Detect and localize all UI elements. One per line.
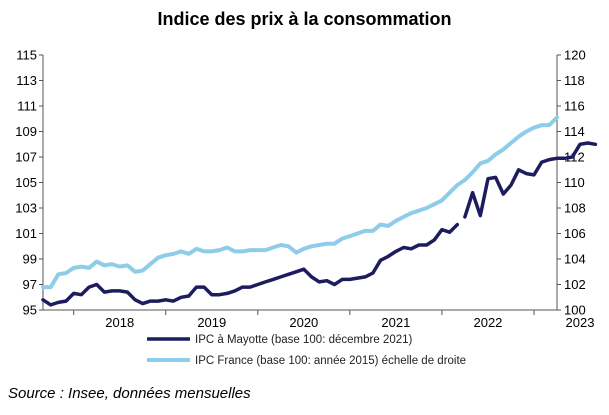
x-tick-label: 2020 (289, 315, 318, 330)
left-tick-label: 101 (15, 226, 37, 241)
chart-series-lines (41, 115, 598, 307)
left-tick-label: 107 (15, 150, 37, 165)
right-tick-label: 108 (564, 201, 586, 216)
chart-title: Indice des prix à la consommation (157, 9, 452, 29)
legend-label: IPC France (base 100: année 2015) échell… (195, 355, 466, 367)
right-tick-label: 104 (564, 252, 586, 267)
right-tick-label: 100 (564, 303, 586, 318)
left-tick-label: 115 (16, 48, 37, 63)
source-note: Source : Insee, données mensuelles (8, 385, 251, 402)
series-line-ipc-france (41, 115, 559, 290)
left-axis-ticks: 95 97 99 101 103 105 107 109 111 113 115 (15, 48, 43, 318)
left-tick-label: 111 (17, 99, 37, 114)
left-tick-label: 95 (23, 303, 37, 318)
series-line-ipc-mayotte (41, 222, 460, 307)
x-tick-label: 2023 (566, 315, 595, 330)
right-tick-label: 120 (564, 48, 586, 63)
left-tick-label: 97 (23, 277, 37, 292)
right-tick-label: 112 (564, 150, 585, 165)
x-tick-label: 2019 (197, 315, 226, 330)
right-tick-label: 110 (564, 175, 585, 190)
chart-legend: IPC à Mayotte (base 100: décembre 2021) I… (147, 334, 466, 367)
left-tick-label: 99 (23, 252, 37, 267)
x-tick-label: 2022 (473, 315, 502, 330)
left-tick-label: 109 (15, 124, 37, 139)
x-axis-labels: 2018 2019 2020 2021 2022 2023 (73, 310, 595, 330)
legend-label: IPC à Mayotte (base 100: décembre 2021) (195, 334, 413, 346)
x-tick-label: 2021 (381, 315, 410, 330)
series-line-ipc-mayotte-part2 (463, 141, 598, 219)
right-tick-label: 106 (564, 226, 586, 241)
left-tick-label: 113 (16, 73, 37, 88)
right-axis-ticks: 100 102 104 106 108 110 112 114 116 118 120 (557, 48, 586, 318)
x-tick-label: 2018 (105, 315, 134, 330)
right-tick-label: 118 (564, 73, 585, 88)
right-tick-label: 114 (564, 124, 585, 139)
left-tick-label: 105 (15, 175, 37, 190)
left-tick-label: 103 (15, 201, 37, 216)
right-tick-label: 116 (564, 99, 585, 114)
right-tick-label: 102 (564, 277, 586, 292)
